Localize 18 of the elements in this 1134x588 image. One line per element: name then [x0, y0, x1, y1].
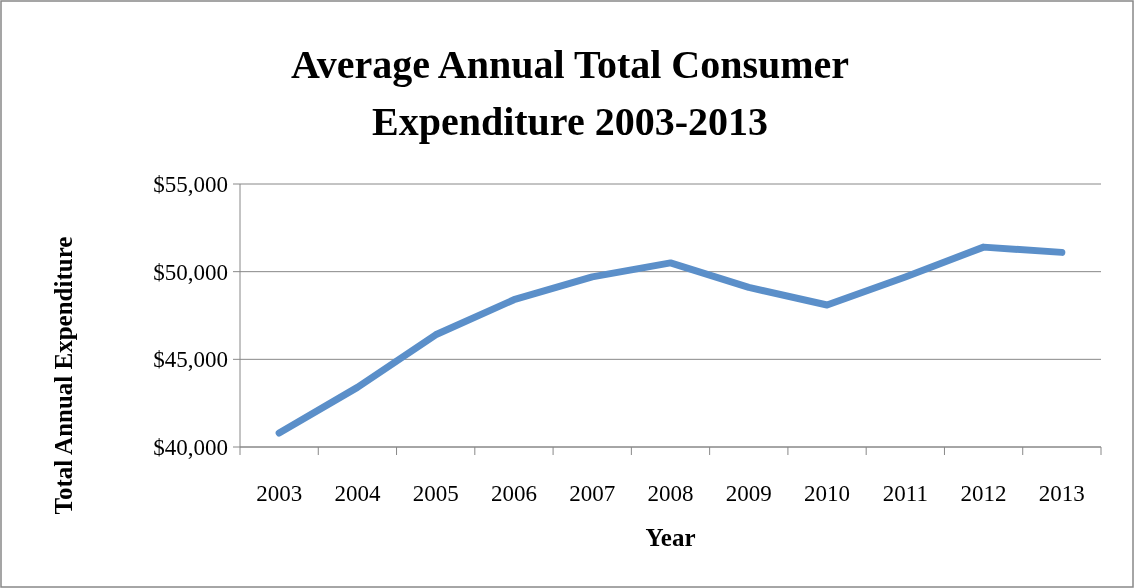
- x-tick-label: 2009: [725, 481, 772, 506]
- y-tick-label: $50,000: [153, 259, 228, 285]
- x-tick-label: 2013: [1038, 481, 1085, 506]
- x-tick-label: 2008: [647, 481, 694, 506]
- x-tick-label: 2006: [490, 481, 537, 506]
- y-tick-label: $55,000: [153, 172, 228, 198]
- y-tick-label: $45,000: [153, 347, 228, 373]
- x-tick-label: 2003: [256, 481, 303, 506]
- x-tick-label: 2007: [569, 481, 616, 506]
- x-tick-label: 2004: [334, 481, 381, 506]
- x-tick-label: 2012: [960, 481, 1007, 506]
- x-tick-label: 2005: [412, 481, 459, 506]
- x-tick-label: 2011: [882, 481, 928, 506]
- x-tick-label: 2010: [804, 481, 851, 506]
- x-axis-title: Year: [645, 524, 696, 551]
- chart-title: Average Annual Total Consumer Expenditure 2003-2013: [290, 42, 850, 144]
- y-axis-title: Total Annual Expenditure: [50, 236, 77, 515]
- y-tick-label: $40,000: [153, 435, 228, 461]
